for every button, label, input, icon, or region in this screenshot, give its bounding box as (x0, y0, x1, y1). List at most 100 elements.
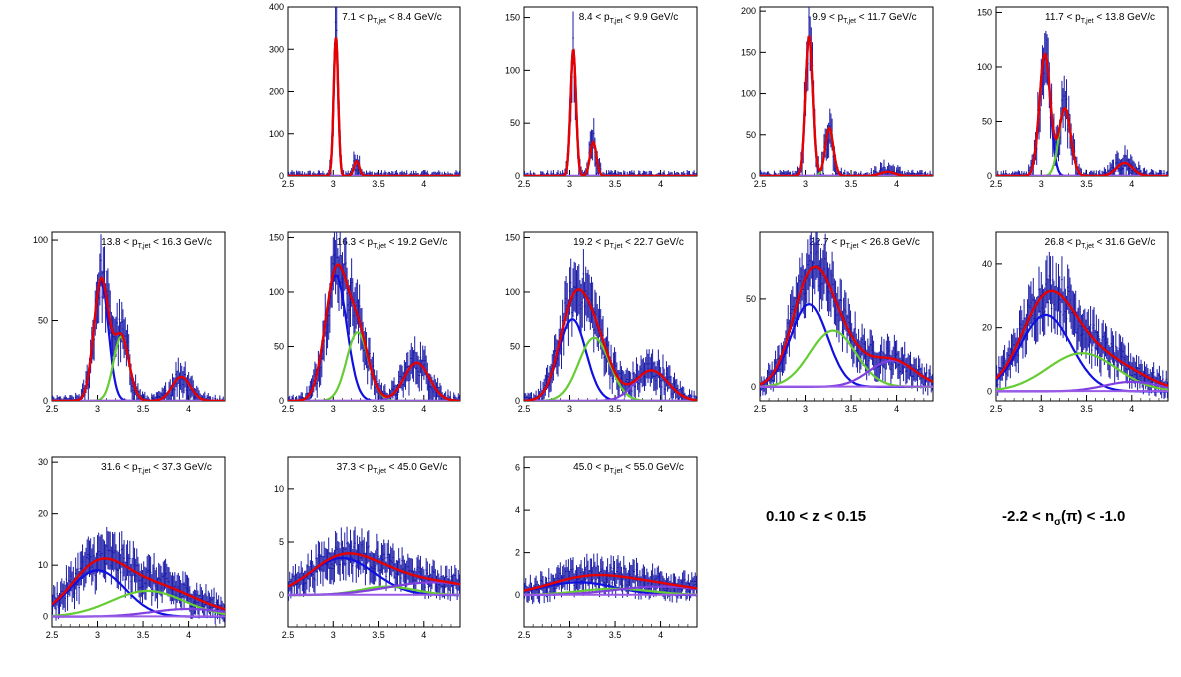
x-tick-label: 3 (331, 404, 336, 414)
y-tick-label: 30 (38, 457, 48, 467)
x-tick-label: 4 (1129, 179, 1134, 189)
panel-title: 8.4 < pT,jet < 9.9 GeV/c (579, 12, 679, 25)
plot-area (760, 232, 933, 397)
total-fit-curve (288, 552, 460, 588)
x-tick-label: 3.5 (609, 404, 622, 414)
y-tick-label: 20 (982, 323, 992, 333)
total-fit-curve (524, 573, 697, 592)
y-tick-label: 10 (38, 560, 48, 570)
y-tick-label: 50 (38, 316, 48, 326)
chart-panel-4: 2.5 3 3.5 4 0 50 100 150 11.7 < pT,jet < 13.8 Ge… (977, 6, 1169, 189)
x-tick-label: 3 (95, 404, 100, 414)
plot-area (996, 252, 1168, 400)
y-tick-label: 4 (515, 505, 520, 515)
y-tick-label: 100 (269, 129, 284, 139)
chart-panel-1: 2.5 3 3.5 4 0 100 200 300 400 7.1 < pT,jet < 8.4 … (269, 2, 461, 189)
x-tick-label: 2.5 (282, 404, 295, 414)
y-tick-label: 5 (279, 537, 284, 547)
y-tick-label: 150 (977, 7, 992, 17)
plot-frame (759, 6, 934, 177)
x-tick-label: 2.5 (990, 179, 1003, 189)
y-tick-label: 100 (269, 287, 284, 297)
x-tick-label: 3.5 (372, 630, 385, 640)
y-tick-label: 100 (741, 89, 756, 99)
x-tick-label: 3.5 (372, 404, 385, 414)
y-tick-label: 0 (279, 590, 284, 600)
panel-title: 11.7 < pT,jet < 13.8 GeV/c (1045, 12, 1155, 25)
x-tick-label: 4 (186, 404, 191, 414)
x-tick-label: 3 (567, 404, 572, 414)
plot-area (288, 232, 460, 401)
x-tick-label: 3.5 (137, 630, 150, 640)
z-range-label: 0.10 < z < 0.15 (766, 508, 866, 525)
y-tick-label: 150 (505, 13, 520, 23)
y-tick-label: 40 (982, 259, 992, 269)
panel-title: 37.3 < pT,jet < 45.0 GeV/c (337, 462, 448, 475)
y-tick-label: 0 (279, 396, 284, 406)
x-tick-label: 4 (658, 179, 663, 189)
plot-area (524, 249, 697, 401)
x-tick-label: 3.5 (137, 404, 150, 414)
x-tick-label: 3 (95, 630, 100, 640)
nsigma-suffix: (π) < -1.0 (1060, 508, 1126, 525)
y-tick-label: 0 (751, 382, 756, 392)
x-tick-label: 3.5 (609, 179, 622, 189)
y-tick-label: 50 (746, 130, 756, 140)
nsigma-sub: σ (1054, 517, 1061, 528)
panel-title: 7.1 < pT,jet < 8.4 GeV/c (342, 12, 442, 25)
plot-frame (51, 231, 226, 402)
x-tick-label: 3.5 (609, 630, 622, 640)
plot-frame (287, 6, 461, 177)
y-tick-label: 20 (38, 509, 48, 519)
total-fit-curve (288, 263, 460, 401)
chart-panel-3: 2.5 3 3.5 4 0 50 100 150 200 9.9 < pT,jet < 11.7 … (741, 6, 934, 189)
chart-panel-6: 2.5 3 3.5 4 0 50 100 150 16.3 < pT,jet < 19.2 Ge… (269, 231, 461, 414)
chart-panel-2: 2.5 3 3.5 4 0 50 100 150 8.4 < pT,jet < 9.9 GeV/… (505, 6, 698, 189)
total-fit-curve (524, 288, 697, 401)
x-tick-label: 4 (658, 630, 663, 640)
y-tick-label: 0 (515, 396, 520, 406)
x-tick-label: 3 (803, 179, 808, 189)
y-tick-label: 50 (746, 294, 756, 304)
x-tick-label: 2.5 (46, 630, 59, 640)
x-tick-label: 2.5 (990, 404, 1003, 414)
plot-area (52, 234, 225, 401)
y-tick-label: 0 (751, 171, 756, 181)
chart-panel-11: 2.5 3 3.5 4 0 5 10 37.3 < pT,jet < 45.0 GeV/c (274, 456, 461, 640)
x-tick-label: 2.5 (754, 179, 767, 189)
y-tick-label: 50 (510, 341, 520, 351)
panel-title: 16.3 < pT,jet < 19.2 GeV/c (337, 237, 448, 250)
y-tick-label: 0 (515, 590, 520, 600)
plot-frame (287, 456, 461, 628)
y-tick-label: 2 (515, 548, 520, 558)
x-tick-label: 3.5 (845, 404, 858, 414)
plot-area (288, 526, 460, 602)
x-tick-label: 2.5 (518, 179, 531, 189)
pion-fit-curve (996, 53, 1168, 176)
plot-area (524, 11, 697, 176)
plot-area (288, 7, 460, 176)
x-tick-label: 3 (331, 179, 336, 189)
plot-frame (995, 6, 1169, 177)
x-tick-label: 4 (894, 179, 899, 189)
x-tick-label: 3 (567, 630, 572, 640)
x-tick-label: 3.5 (845, 179, 858, 189)
y-tick-label: 50 (510, 118, 520, 128)
chart-panel-7: 2.5 3 3.5 4 0 50 100 150 19.2 < pT,jet < 22.7 Ge… (505, 231, 698, 414)
y-tick-label: 100 (33, 235, 48, 245)
total-fit-curve (524, 48, 697, 176)
x-tick-label: 4 (186, 630, 191, 640)
kaon-fit-curve (996, 107, 1168, 176)
x-tick-label: 3.5 (372, 179, 385, 189)
x-tick-label: 2.5 (46, 404, 59, 414)
total-fit-curve (996, 289, 1168, 387)
x-tick-label: 3 (331, 630, 336, 640)
plot-area (52, 526, 225, 625)
x-tick-label: 4 (421, 630, 426, 640)
y-tick-label: 100 (977, 62, 992, 72)
plot-frame (523, 6, 698, 177)
y-tick-label: 400 (269, 2, 284, 12)
kaon-fit-curve (760, 126, 933, 176)
